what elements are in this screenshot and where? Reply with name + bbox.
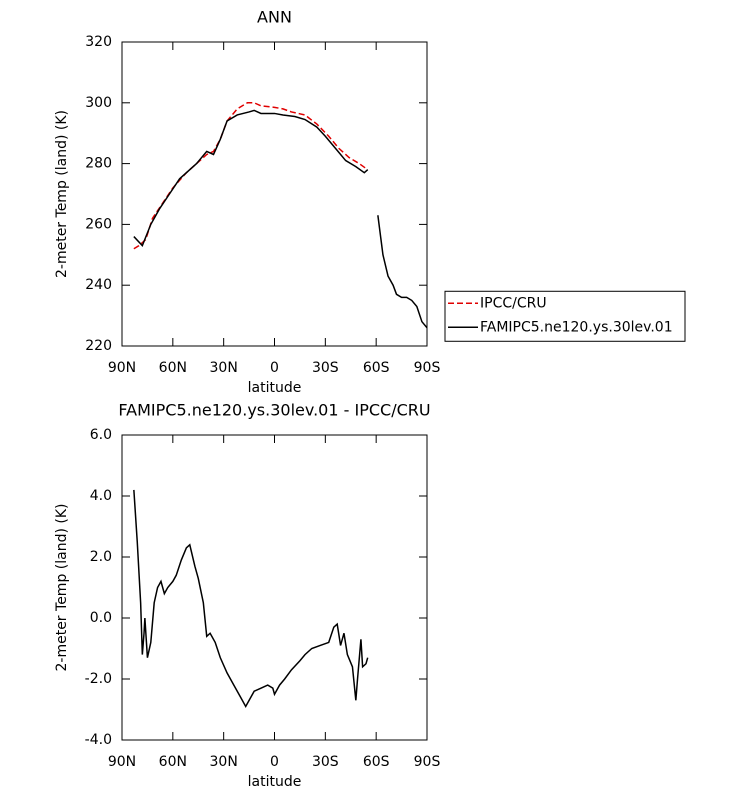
x-tick-label: 30N [210, 754, 238, 770]
y-tick-label: 300 [85, 95, 112, 111]
x-axis-label: latitude [248, 774, 302, 790]
x-tick-label: 0 [270, 754, 279, 770]
x-tick-label: 0 [270, 360, 279, 376]
legend-label: FAMIPC5.ne120.ys.30lev.01 [480, 319, 673, 335]
y-axis-label: 2-meter Temp (land) (K) [54, 110, 70, 278]
y-tick-label: -4.0 [85, 732, 112, 748]
y-tick-label: 320 [85, 34, 112, 50]
legend-label: IPCC/CRU [480, 295, 547, 311]
y-tick-label: 4.0 [90, 488, 112, 504]
x-tick-label: 60N [159, 754, 187, 770]
x-tick-label: 60S [363, 754, 390, 770]
legend-box [444, 290, 686, 342]
x-tick-label: 30S [312, 754, 339, 770]
chart-title: FAMIPC5.ne120.ys.30lev.01 - IPCC/CRU [118, 401, 430, 420]
chart-title: ANN [257, 8, 292, 27]
x-tick-label: 60N [159, 360, 187, 376]
x-tick-label: 90N [108, 754, 136, 770]
y-tick-label: -2.0 [85, 671, 112, 687]
x-tick-label: 90N [108, 360, 136, 376]
x-tick-label: 30S [312, 360, 339, 376]
data-line [133, 102, 369, 250]
plot-frame [121, 41, 428, 347]
x-axis-label: latitude [248, 380, 302, 396]
data-line [133, 489, 369, 708]
x-tick-label: 60S [363, 360, 390, 376]
y-tick-label: 2.0 [90, 549, 112, 565]
x-tick-label: 30N [210, 360, 238, 376]
plot-frame [121, 434, 428, 741]
y-axis-label: 2-meter Temp (land) (K) [54, 504, 70, 672]
data-line [133, 109, 428, 329]
y-tick-label: 240 [85, 277, 112, 293]
y-tick-label: 220 [85, 338, 112, 354]
x-tick-label: 90S [414, 360, 441, 376]
y-tick-label: 280 [85, 156, 112, 172]
y-tick-label: 260 [85, 216, 112, 232]
y-tick-label: 6.0 [90, 427, 112, 443]
y-tick-label: 0.0 [90, 610, 112, 626]
x-tick-label: 90S [414, 754, 441, 770]
